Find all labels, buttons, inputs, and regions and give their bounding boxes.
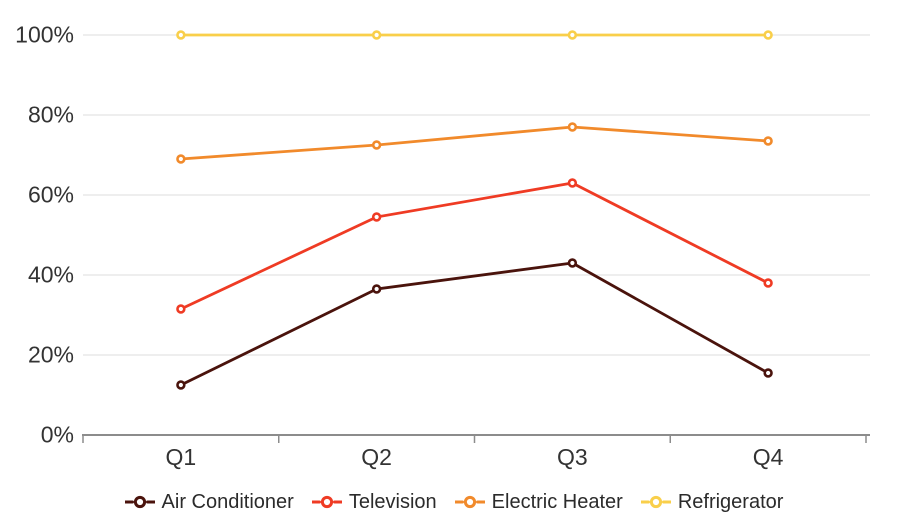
plot-area: 0% 20% 40% 60% 80% 100% Q1 Q2 Q3 Q4: [15, 22, 870, 470]
data-point-refrigerator-Q4[interactable]: [763, 30, 773, 40]
y-axis-label: 20%: [28, 342, 74, 368]
x-axis-label: Q2: [361, 444, 392, 470]
legend-label: Refrigerator: [677, 491, 784, 513]
series-line-electric-heater: [179, 125, 770, 161]
x-axis-label: Q1: [166, 444, 197, 470]
legend-item-refrigerator[interactable]: Refrigerator: [640, 491, 784, 513]
data-point-electric-heater-Q4[interactable]: [763, 136, 773, 146]
data-point-electric-heater-Q3[interactable]: [567, 122, 578, 132]
legend-label: Television: [348, 491, 437, 513]
data-point-electric-heater-Q1[interactable]: [176, 154, 186, 164]
legend-line-marker-icon: [124, 495, 155, 509]
legend-line-marker-icon: [640, 495, 671, 509]
data-point-television-Q1[interactable]: [176, 304, 186, 314]
data-point-television-Q3[interactable]: [567, 178, 578, 188]
data-point-television-Q4[interactable]: [763, 278, 773, 288]
series-line-television: [179, 181, 770, 311]
x-axis-label: Q4: [753, 444, 784, 470]
data-point-air-conditioner-Q4[interactable]: [763, 368, 773, 378]
y-axis-label: 40%: [28, 262, 74, 288]
x-axis-label: Q3: [557, 444, 588, 470]
y-axis-label: 0%: [41, 422, 74, 448]
data-point-refrigerator-Q3[interactable]: [567, 30, 578, 40]
y-axis-label: 80%: [28, 102, 74, 128]
chart-legend: Air Conditioner Television Electric Heater…: [0, 491, 908, 513]
data-point-air-conditioner-Q3[interactable]: [567, 258, 578, 268]
data-point-air-conditioner-Q1[interactable]: [176, 380, 186, 390]
data-point-television-Q2[interactable]: [371, 212, 382, 222]
data-point-refrigerator-Q2[interactable]: [371, 30, 382, 40]
data-point-refrigerator-Q1[interactable]: [176, 30, 186, 40]
data-point-air-conditioner-Q2[interactable]: [371, 284, 382, 294]
series-line-air-conditioner: [179, 261, 770, 387]
legend-line-marker-icon: [311, 495, 342, 509]
legend-item-air-conditioner[interactable]: Air Conditioner: [124, 491, 294, 513]
legend-label: Air Conditioner: [161, 491, 294, 513]
y-axis-label: 100%: [15, 22, 74, 48]
legend-line-marker-icon: [454, 495, 485, 509]
legend-item-television[interactable]: Television: [311, 491, 437, 513]
y-axis-label: 60%: [28, 182, 74, 208]
legend-item-electric-heater[interactable]: Electric Heater: [454, 491, 623, 513]
legend-label: Electric Heater: [491, 491, 623, 513]
data-point-electric-heater-Q2[interactable]: [371, 140, 382, 150]
